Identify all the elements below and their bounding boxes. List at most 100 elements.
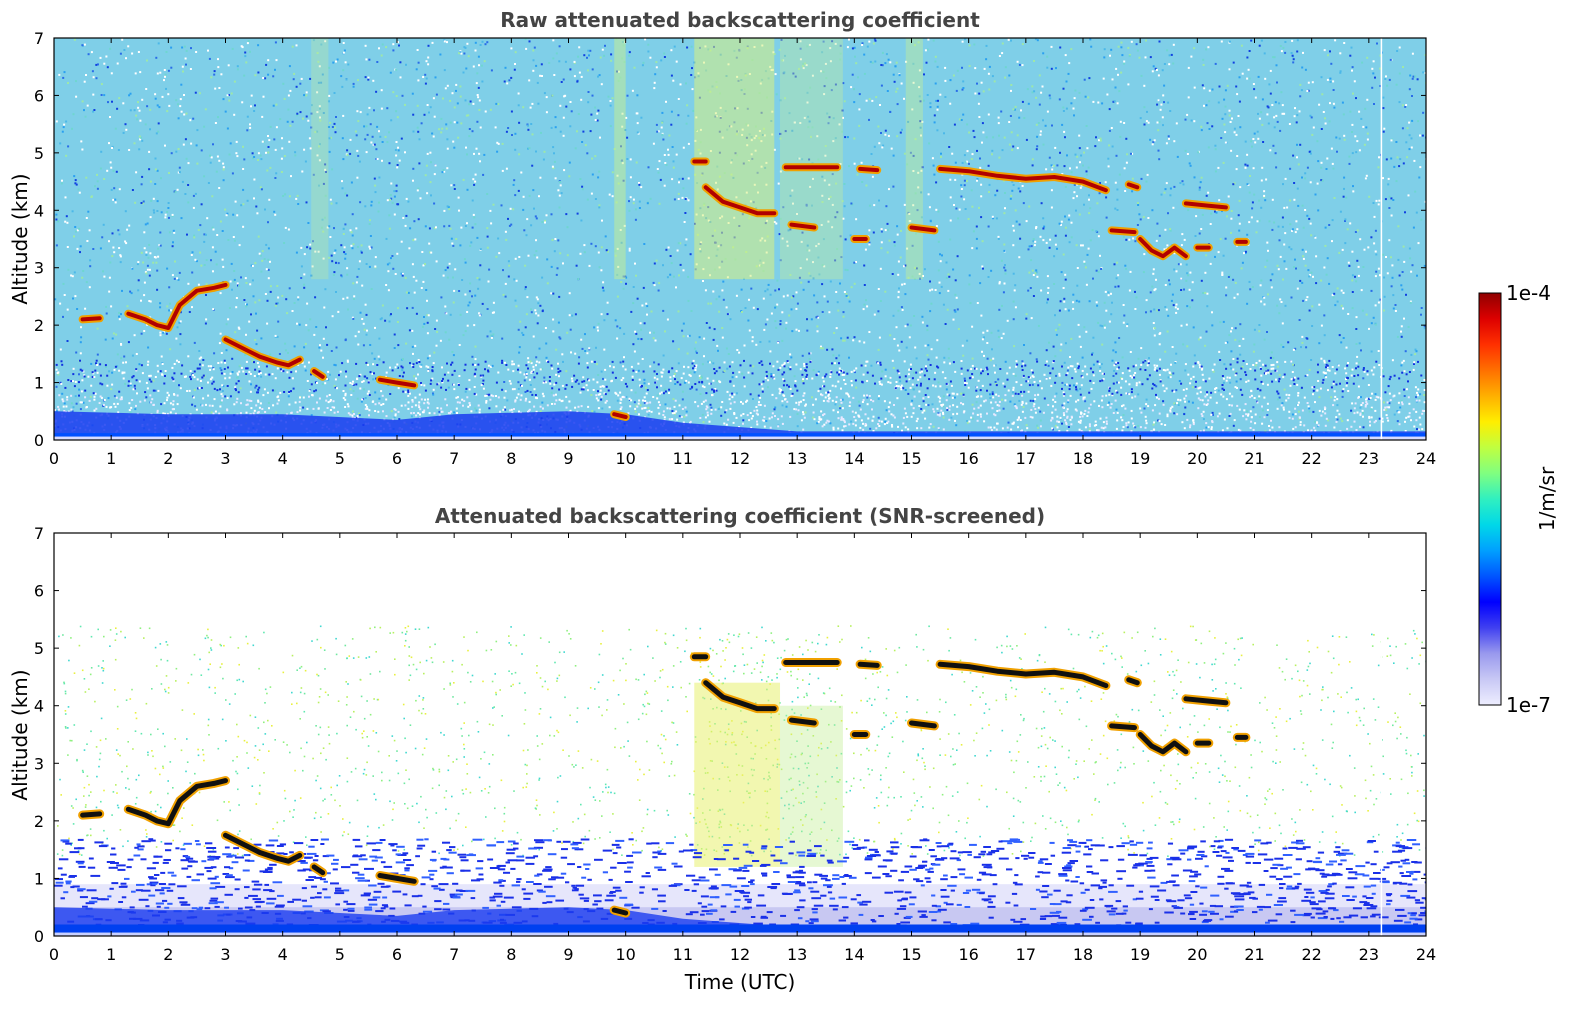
noise-speck	[1258, 44, 1261, 47]
noise-speck	[460, 52, 463, 55]
noise-speck	[428, 412, 431, 415]
noise-speck	[1170, 299, 1173, 302]
noise-speck	[1383, 401, 1385, 404]
noise-speck	[580, 75, 583, 78]
noise-speck	[1377, 301, 1380, 304]
noise-speck	[1273, 116, 1276, 119]
noise-speck	[341, 180, 343, 183]
noise-speck	[561, 353, 564, 356]
noise-speck	[372, 79, 375, 82]
noise-speck	[399, 76, 402, 79]
noise-speck	[1034, 240, 1037, 243]
noise-speck	[405, 197, 408, 200]
noise-speck	[971, 325, 974, 328]
noise-speck	[1006, 319, 1009, 322]
noise-speck	[947, 347, 950, 350]
noise-speck	[1064, 278, 1067, 281]
noise-speck	[1204, 344, 1207, 347]
noise-speck	[266, 322, 269, 325]
noise-speck	[145, 272, 148, 275]
noise-speck	[982, 267, 984, 270]
noise-speck	[534, 215, 537, 218]
noise-speck	[816, 301, 819, 304]
noise-speck	[817, 256, 820, 259]
noise-speck	[1022, 202, 1025, 205]
noise-speck	[611, 171, 614, 174]
noise-speck	[264, 208, 266, 211]
noise-speck	[642, 399, 644, 402]
noise-speck	[1338, 334, 1341, 337]
noise-speck	[702, 421, 705, 424]
noise-speck	[72, 113, 75, 116]
noise-speck	[980, 314, 983, 317]
noise-speck	[1390, 157, 1393, 160]
noise-speck	[566, 226, 569, 229]
noise-speck	[1263, 52, 1266, 55]
noise-speck	[1095, 269, 1098, 272]
noise-speck	[983, 67, 986, 70]
noise-speck	[1173, 268, 1176, 271]
noise-speck	[342, 158, 345, 161]
noise-speck	[335, 202, 338, 205]
noise-speck	[940, 152, 942, 155]
noise-speck	[501, 388, 504, 391]
noise-speck	[1102, 77, 1105, 80]
noise-speck	[1377, 203, 1380, 206]
noise-speck	[1074, 153, 1077, 156]
noise-speck	[1172, 43, 1175, 46]
noise-speck	[806, 329, 809, 332]
noise-speck	[1273, 221, 1276, 224]
noise-speck	[721, 336, 724, 339]
noise-speck	[137, 289, 140, 292]
noise-speck	[628, 209, 631, 212]
noise-speck	[327, 401, 330, 404]
noise-speck	[1326, 78, 1329, 81]
noise-speck	[1276, 365, 1279, 368]
noise-speck	[590, 242, 593, 245]
noise-speck	[1075, 299, 1078, 302]
noise-speck	[846, 46, 849, 49]
noise-speck	[926, 354, 929, 357]
noise-speck	[1211, 311, 1213, 314]
noise-speck	[150, 199, 153, 202]
noise-speck	[1081, 244, 1084, 247]
noise-speck	[889, 111, 892, 113]
noise-speck	[1291, 413, 1294, 416]
noise-speck	[779, 137, 782, 140]
noise-speck	[148, 150, 151, 153]
noise-speck	[842, 217, 845, 220]
noise-speck	[1169, 229, 1172, 232]
noise-speck	[787, 367, 790, 369]
noise-speck	[506, 82, 509, 85]
noise-speck	[452, 244, 455, 247]
noise-speck	[55, 213, 58, 216]
noise-speck	[167, 93, 170, 96]
noise-speck	[662, 264, 664, 267]
noise-speck	[99, 247, 102, 250]
noise-speck	[1100, 268, 1103, 270]
noise-speck	[1292, 58, 1295, 61]
noise-speck	[354, 335, 357, 338]
noise-speck	[856, 173, 859, 176]
noise-speck	[95, 63, 98, 66]
noise-speck	[677, 242, 680, 245]
noise-speck	[1341, 420, 1344, 423]
noise-speck	[937, 381, 940, 384]
noise-speck	[108, 276, 111, 279]
noise-speck	[1325, 168, 1328, 170]
noise-speck	[329, 373, 331, 376]
noise-speck	[1010, 131, 1013, 134]
noise-speck	[156, 269, 159, 272]
noise-speck	[628, 54, 631, 57]
noise-speck	[773, 221, 776, 223]
noise-speck	[1342, 113, 1345, 116]
noise-speck	[652, 331, 655, 334]
noise-speck	[416, 126, 419, 129]
noise-speck	[866, 45, 869, 48]
noise-speck	[1301, 204, 1304, 207]
noise-speck	[71, 210, 74, 213]
noise-speck	[135, 114, 138, 117]
noise-speck	[303, 94, 306, 97]
noise-speck	[76, 229, 79, 232]
noise-speck	[1108, 401, 1110, 404]
